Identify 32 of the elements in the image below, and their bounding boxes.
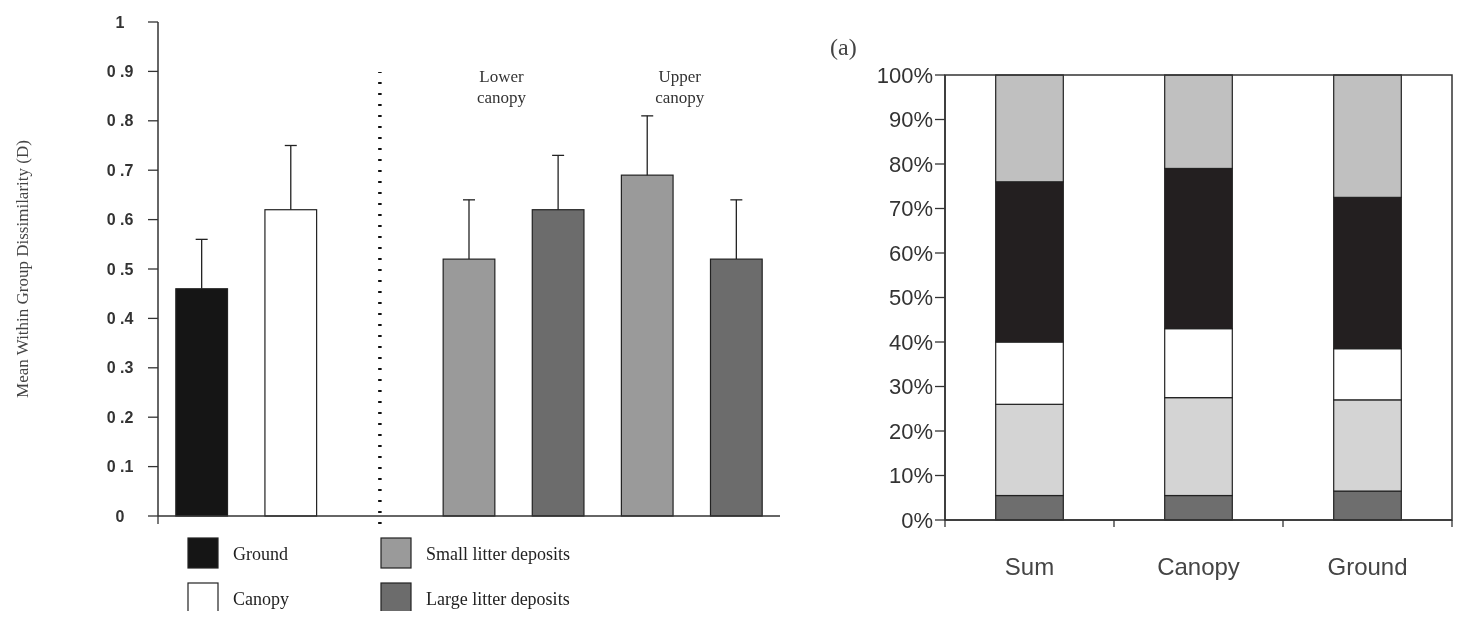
y-tick-label: 0 .9 <box>106 63 134 80</box>
legend-label: Canopy <box>233 589 289 609</box>
y-tick-label: 0 .2 <box>106 408 134 426</box>
y-tick-label: 10% <box>888 463 933 489</box>
y-tick-label: 70% <box>888 196 933 222</box>
y-tick-label: 0 .4 <box>106 310 134 327</box>
y-tick-label: 0 <box>115 507 125 525</box>
y-tick-label: 0 .1 <box>106 458 134 476</box>
y-tick-label: 0 .6 <box>106 211 134 229</box>
chart-title: (a) <box>830 34 857 60</box>
y-tick-label: 1 <box>115 13 125 31</box>
y-tick-label: 0% <box>901 507 933 533</box>
y-tick-label: 100% <box>876 62 933 88</box>
legend-label: Small litter deposits <box>426 544 570 564</box>
legend-label: Large litter deposits <box>426 589 570 609</box>
y-tick-label: 50% <box>888 285 933 311</box>
annotation: Lower canopy <box>477 67 527 107</box>
annotation: Upper canopy <box>655 67 705 107</box>
y-tick-label: 30% <box>888 374 933 400</box>
x-tick-label: Ground <box>1327 553 1408 580</box>
y-tick-label: 80% <box>888 151 933 177</box>
y-axis-title: Mean Within Group Dissimilarity (D) <box>13 140 32 398</box>
x-tick-label: Canopy <box>1157 553 1240 580</box>
y-tick-label: 0 .8 <box>106 112 134 130</box>
y-tick-label: 0 .3 <box>106 359 134 377</box>
y-tick-label: 20% <box>888 418 933 444</box>
x-tick-label: Sum <box>1004 553 1055 580</box>
y-tick-label: 40% <box>888 329 933 355</box>
y-tick-label: 90% <box>888 107 933 133</box>
y-tick-label: 0 .7 <box>106 161 134 179</box>
y-tick-label: 0 .5 <box>106 260 134 278</box>
y-tick-label: 60% <box>888 240 933 266</box>
